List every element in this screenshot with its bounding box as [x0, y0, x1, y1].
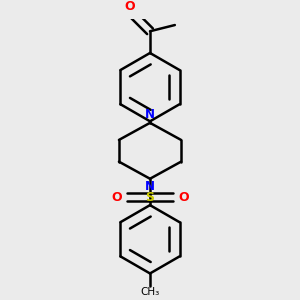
Text: CH₃: CH₃: [140, 287, 160, 297]
Text: N: N: [145, 108, 155, 121]
Text: O: O: [124, 0, 135, 13]
Text: O: O: [178, 191, 189, 204]
Text: S: S: [146, 191, 154, 204]
Text: N: N: [145, 180, 155, 193]
Text: O: O: [111, 191, 122, 204]
